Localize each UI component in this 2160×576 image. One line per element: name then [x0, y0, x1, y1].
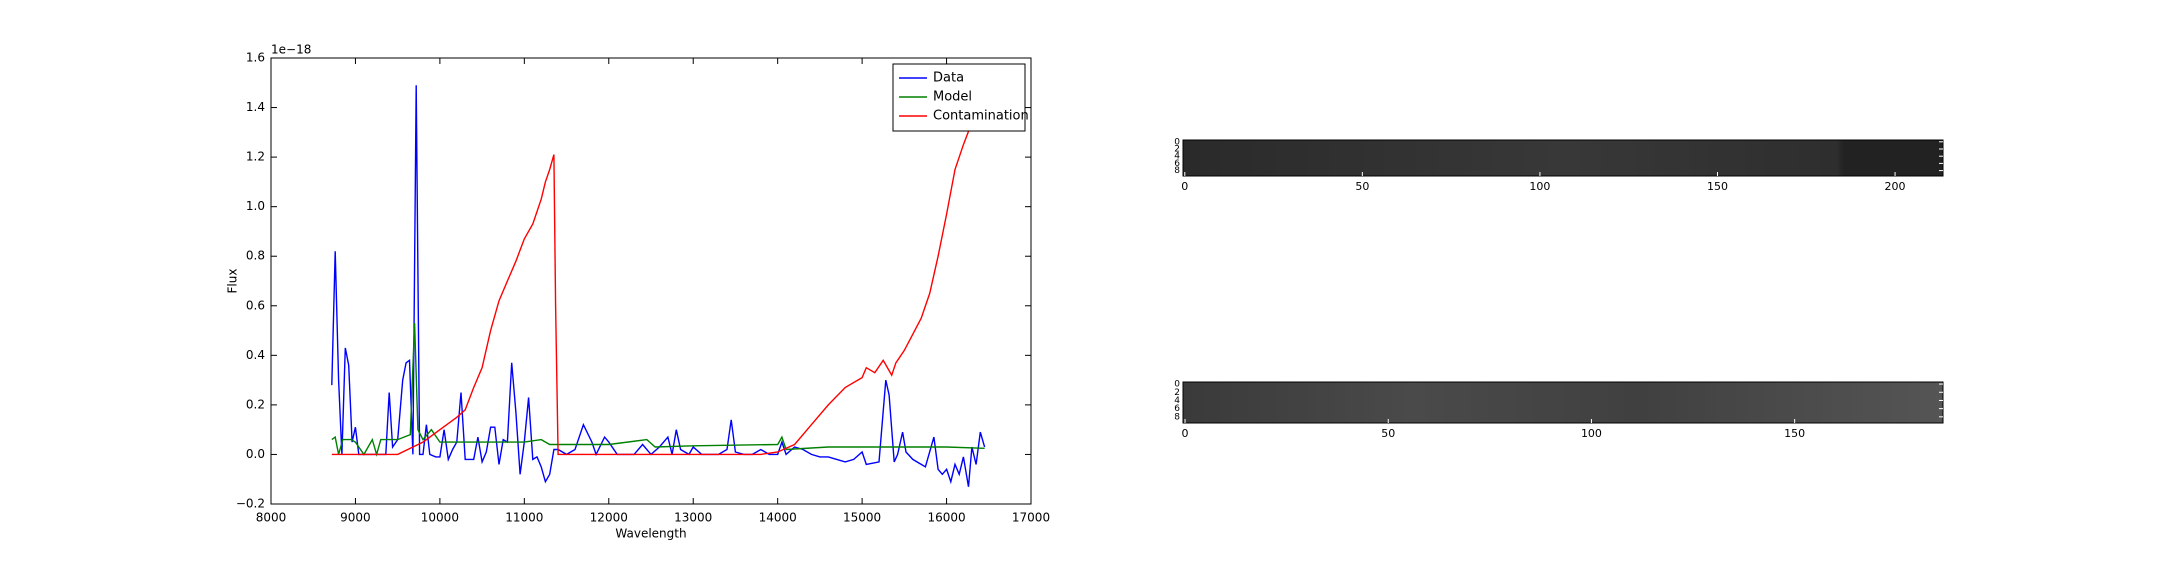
y-axis-label: Flux	[226, 269, 240, 294]
axes-frame	[1182, 381, 1944, 424]
y-tick-label: 0	[1174, 137, 1180, 147]
x-tick-label: 11000	[505, 511, 543, 525]
image	[1183, 382, 1943, 423]
y-tick-label: 6	[1174, 404, 1180, 414]
x-tick-label: 0	[1181, 180, 1188, 193]
y-tick-label: 1.6	[246, 51, 265, 65]
y-tick-label: 0.6	[246, 298, 265, 312]
x-tick-label: 10000	[421, 511, 459, 525]
x-tick-label: 50	[1381, 427, 1395, 440]
y-tick-label: 0.2	[246, 397, 265, 411]
legend-label: Model	[933, 90, 972, 105]
y-tick-label: 1.2	[246, 150, 265, 164]
x-tick-label: 14000	[759, 511, 797, 525]
y-tick-label: 4	[1174, 396, 1180, 406]
y-tick-label: 1.4	[246, 100, 265, 114]
x-tick-label: 17000	[1012, 511, 1050, 525]
y-tick-label: 1.0	[246, 199, 265, 213]
y-tick-label: 6	[1174, 159, 1180, 169]
x-tick-label: 50	[1355, 180, 1369, 193]
x-tick-label: 15000	[843, 511, 881, 525]
x-tick-label: 200	[1885, 180, 1906, 193]
image	[1183, 140, 1943, 176]
y-tick-label: 8	[1174, 166, 1180, 176]
x-tick-label: 100	[1529, 180, 1550, 193]
x-tick-label: 13000	[674, 511, 712, 525]
y-tick-label: 0	[1174, 380, 1180, 390]
x-tick-label: 150	[1784, 427, 1805, 440]
x-tick-label: 12000	[590, 511, 628, 525]
y-tick-label: 0.8	[246, 249, 265, 263]
data-line	[331, 323, 985, 457]
x-tick-label: 9000	[340, 511, 371, 525]
y-tick-label: 4	[1174, 152, 1180, 162]
x-tick-label: 150	[1707, 180, 1728, 193]
x-tick-label: 100	[1581, 427, 1602, 440]
offset-text: 1e−18	[271, 43, 311, 57]
x-tick-label: 8000	[256, 511, 287, 525]
x-tick-label: 16000	[927, 511, 965, 525]
y-tick-label: 0.4	[246, 348, 265, 362]
data-line	[331, 99, 986, 456]
y-tick-label: 2	[1174, 388, 1180, 398]
legend-label: Contamination	[933, 109, 1029, 124]
data-line	[331, 85, 986, 487]
x-tick-label: 0	[1182, 427, 1189, 440]
y-tick-label: 8	[1174, 412, 1180, 422]
x-axis-label: Wavelength	[615, 527, 686, 541]
y-tick-label: −0.2	[236, 497, 265, 511]
axes-frame	[270, 57, 1032, 505]
legend-label: Data	[933, 71, 964, 86]
y-tick-label: 0.0	[246, 447, 265, 461]
y-tick-label: 2	[1174, 145, 1180, 155]
axes-frame	[1182, 139, 1944, 177]
plot-area	[271, 58, 1031, 504]
